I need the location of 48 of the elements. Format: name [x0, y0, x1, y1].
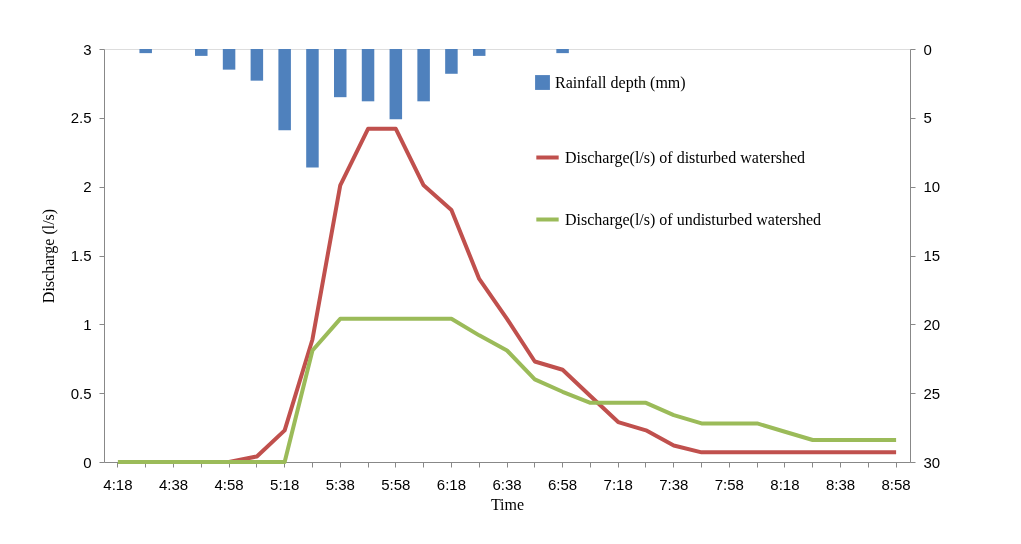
y-axis-title: Discharge (l/s) [39, 208, 58, 304]
bar [556, 49, 569, 54]
y2-tick-label: 30 [923, 453, 941, 471]
x-axis-title: Time [490, 495, 525, 513]
y2-tick-label: 25 [923, 384, 941, 402]
x-tick-label: 8:58 [881, 475, 911, 493]
y-tick-label: 2.5 [70, 109, 92, 127]
x-tick-label: 5:38 [325, 475, 355, 493]
x-tick-label: 8:38 [825, 475, 856, 493]
bar [195, 49, 208, 56]
y2-tick-label: 15 [923, 247, 941, 264]
y2-tick-label: 10 [923, 178, 941, 196]
bar [139, 49, 152, 54]
x-tick-label: 7:18 [603, 475, 633, 493]
y-tick-label: 1.5 [70, 247, 92, 264]
line-series [115, 316, 899, 464]
y-tick-label: 0.5 [70, 384, 92, 402]
bar [306, 49, 319, 168]
bar [389, 49, 403, 120]
x-tick-label: 5:58 [381, 475, 411, 493]
x-tick-label: 6:58 [547, 475, 578, 493]
bar [361, 49, 375, 102]
x-tick-label: 4:18 [103, 475, 133, 493]
y-tick-label: 3 [83, 40, 92, 58]
x-tick-label: 4:38 [158, 475, 189, 493]
y-tick-label: 0 [83, 453, 92, 471]
bar [250, 49, 264, 81]
bar [333, 49, 347, 98]
bar [278, 49, 291, 131]
y2-tick-label: 5 [923, 109, 932, 127]
x-tick-label: 6:18 [436, 475, 467, 493]
bar [417, 49, 430, 102]
x-tick-label: 4:58 [214, 475, 244, 493]
x-tick-label: 8:18 [770, 475, 800, 493]
x-tick-label: 6:38 [492, 475, 522, 493]
y-tick-label: 2 [83, 178, 92, 196]
bar [472, 49, 486, 56]
legend-label: Rainfall depth (mm) [555, 73, 686, 92]
legend-label: Discharge(l/s) of undisturbed watershed [565, 210, 822, 229]
x-tick-label: 7:38 [659, 475, 689, 493]
y-tick-label: 1 [83, 315, 92, 333]
y2-tick-label: 20 [923, 315, 941, 333]
x-tick-label: 7:58 [714, 475, 744, 493]
y2-tick-label: 0 [923, 40, 932, 58]
legend-label: Discharge(l/s) of disturbed watershed [565, 148, 806, 167]
bar [445, 49, 458, 74]
x-tick-label: 5:18 [270, 475, 300, 493]
bar [222, 49, 236, 70]
